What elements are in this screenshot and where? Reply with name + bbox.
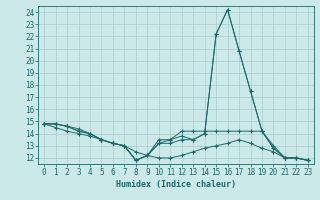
X-axis label: Humidex (Indice chaleur): Humidex (Indice chaleur): [116, 180, 236, 189]
